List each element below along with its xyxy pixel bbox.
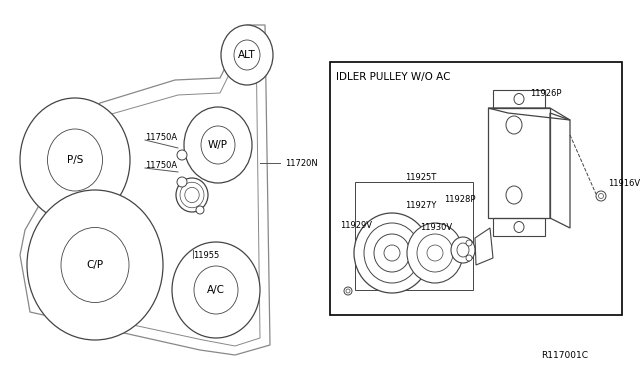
Ellipse shape — [344, 287, 352, 295]
Ellipse shape — [451, 237, 475, 263]
Text: 11916V: 11916V — [608, 179, 640, 187]
Text: ALT: ALT — [238, 50, 256, 60]
Ellipse shape — [427, 245, 443, 261]
Bar — [355, 182, 473, 290]
Ellipse shape — [172, 242, 260, 338]
Ellipse shape — [374, 234, 410, 272]
Ellipse shape — [180, 182, 204, 208]
Ellipse shape — [185, 187, 199, 203]
Ellipse shape — [27, 190, 163, 340]
Ellipse shape — [177, 177, 187, 187]
Text: 11925T: 11925T — [405, 173, 436, 182]
Bar — [330, 62, 622, 315]
Text: 11928P: 11928P — [444, 196, 476, 205]
Text: C/P: C/P — [86, 260, 104, 270]
Ellipse shape — [466, 240, 472, 246]
Ellipse shape — [506, 186, 522, 204]
Ellipse shape — [47, 129, 102, 191]
Ellipse shape — [354, 213, 430, 293]
Ellipse shape — [20, 98, 130, 222]
Ellipse shape — [61, 228, 129, 302]
Ellipse shape — [184, 186, 200, 203]
Ellipse shape — [417, 234, 453, 272]
Ellipse shape — [177, 150, 187, 160]
Text: 11930V: 11930V — [420, 224, 452, 232]
Ellipse shape — [598, 193, 604, 199]
Text: 11750A: 11750A — [145, 160, 177, 170]
Ellipse shape — [184, 107, 252, 183]
Ellipse shape — [364, 223, 420, 283]
Text: 11750A: 11750A — [145, 132, 177, 141]
Ellipse shape — [201, 126, 235, 164]
Text: 11926P: 11926P — [530, 89, 561, 97]
Ellipse shape — [514, 93, 524, 105]
Text: IDLER PULLEY W/O AC: IDLER PULLEY W/O AC — [336, 72, 451, 82]
Text: W/P: W/P — [208, 140, 228, 150]
Text: 11929V: 11929V — [340, 221, 372, 230]
Ellipse shape — [194, 266, 238, 314]
Bar — [488, 108, 550, 218]
Ellipse shape — [384, 245, 400, 261]
Ellipse shape — [457, 243, 469, 257]
Ellipse shape — [466, 255, 472, 261]
Ellipse shape — [176, 178, 208, 212]
Ellipse shape — [596, 191, 606, 201]
Ellipse shape — [506, 116, 522, 134]
Ellipse shape — [234, 40, 260, 70]
Text: A/C: A/C — [207, 285, 225, 295]
Text: P/S: P/S — [67, 155, 83, 165]
Text: 11955: 11955 — [193, 250, 220, 260]
Ellipse shape — [514, 221, 524, 232]
Text: R117001C: R117001C — [541, 350, 589, 359]
Text: 11927Y: 11927Y — [405, 201, 436, 209]
Ellipse shape — [407, 223, 463, 283]
Text: 11720N: 11720N — [285, 158, 317, 167]
Ellipse shape — [346, 289, 350, 293]
Ellipse shape — [196, 206, 204, 214]
Ellipse shape — [221, 25, 273, 85]
